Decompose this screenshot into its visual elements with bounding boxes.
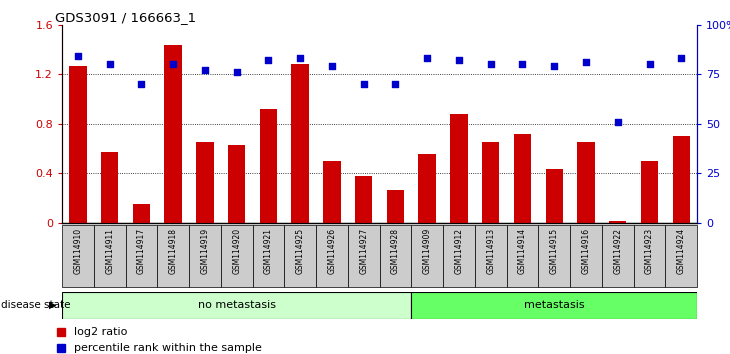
Text: GSM114909: GSM114909	[423, 228, 431, 274]
Text: ▶: ▶	[49, 300, 56, 310]
Text: disease state: disease state	[1, 300, 70, 310]
Bar	[101, 152, 118, 223]
Text: GSM114914: GSM114914	[518, 228, 527, 274]
Text: GSM114927: GSM114927	[359, 228, 368, 274]
Bar	[348, 225, 380, 287]
Text: GSM114913: GSM114913	[486, 228, 495, 274]
Bar	[316, 225, 348, 287]
Point	[104, 62, 115, 67]
Point	[580, 59, 592, 65]
Text: GSM114912: GSM114912	[455, 228, 464, 274]
Bar	[641, 161, 658, 223]
Bar	[545, 169, 563, 223]
Bar	[577, 143, 595, 223]
Bar	[133, 205, 150, 223]
Text: GSM114915: GSM114915	[550, 228, 558, 274]
Point	[421, 56, 433, 61]
Bar	[634, 225, 666, 287]
Point	[263, 58, 274, 63]
Point	[644, 62, 656, 67]
Point	[326, 64, 338, 69]
Text: GSM114918: GSM114918	[169, 228, 177, 274]
Bar	[482, 143, 499, 223]
Text: GSM114922: GSM114922	[613, 228, 622, 274]
Bar	[355, 176, 372, 223]
Text: GSM114928: GSM114928	[391, 228, 400, 274]
Point	[485, 62, 496, 67]
Bar	[609, 221, 626, 223]
Text: GSM114921: GSM114921	[264, 228, 273, 274]
Text: GSM114925: GSM114925	[296, 228, 304, 274]
Point	[453, 58, 465, 63]
Bar	[570, 225, 602, 287]
Text: metastasis: metastasis	[524, 300, 585, 310]
Bar	[412, 225, 443, 287]
Bar	[666, 225, 697, 287]
Bar	[253, 225, 285, 287]
Bar	[418, 154, 436, 223]
Bar	[323, 161, 341, 223]
Text: log2 ratio: log2 ratio	[74, 327, 127, 337]
Point	[517, 62, 529, 67]
Bar	[475, 225, 507, 287]
Bar	[291, 64, 309, 223]
Text: GDS3091 / 166663_1: GDS3091 / 166663_1	[55, 11, 196, 24]
Text: GSM114911: GSM114911	[105, 228, 114, 274]
Point	[136, 81, 147, 87]
Point	[358, 81, 369, 87]
Bar	[514, 134, 531, 223]
Point	[167, 62, 179, 67]
Text: percentile rank within the sample: percentile rank within the sample	[74, 343, 261, 353]
Point	[199, 68, 211, 73]
Bar	[260, 109, 277, 223]
Point	[675, 56, 687, 61]
Text: GSM114926: GSM114926	[328, 228, 337, 274]
Text: no metastasis: no metastasis	[198, 300, 276, 310]
Point	[612, 119, 623, 125]
Bar	[539, 225, 570, 287]
Bar	[443, 225, 475, 287]
Bar	[228, 145, 245, 223]
Text: GSM114923: GSM114923	[645, 228, 654, 274]
Bar	[285, 225, 316, 287]
Bar	[387, 190, 404, 223]
Text: GSM114910: GSM114910	[74, 228, 82, 274]
Point	[548, 64, 560, 69]
Bar	[189, 225, 221, 287]
Bar	[126, 225, 158, 287]
Bar	[672, 136, 690, 223]
Bar	[507, 225, 539, 287]
Bar	[69, 65, 87, 223]
Point	[231, 69, 242, 75]
Bar	[93, 225, 126, 287]
Text: GSM114917: GSM114917	[137, 228, 146, 274]
Bar	[602, 225, 634, 287]
Bar	[62, 225, 93, 287]
Bar	[62, 292, 412, 319]
Bar	[450, 114, 468, 223]
Bar	[196, 143, 214, 223]
Bar	[158, 225, 189, 287]
Bar	[164, 45, 182, 223]
Point	[294, 56, 306, 61]
Text: GSM114920: GSM114920	[232, 228, 241, 274]
Text: GSM114924: GSM114924	[677, 228, 685, 274]
Text: GSM114916: GSM114916	[582, 228, 591, 274]
Point	[72, 54, 84, 59]
Point	[390, 81, 402, 87]
Bar	[221, 225, 253, 287]
Bar	[380, 225, 412, 287]
Text: GSM114919: GSM114919	[201, 228, 210, 274]
Bar	[412, 292, 697, 319]
